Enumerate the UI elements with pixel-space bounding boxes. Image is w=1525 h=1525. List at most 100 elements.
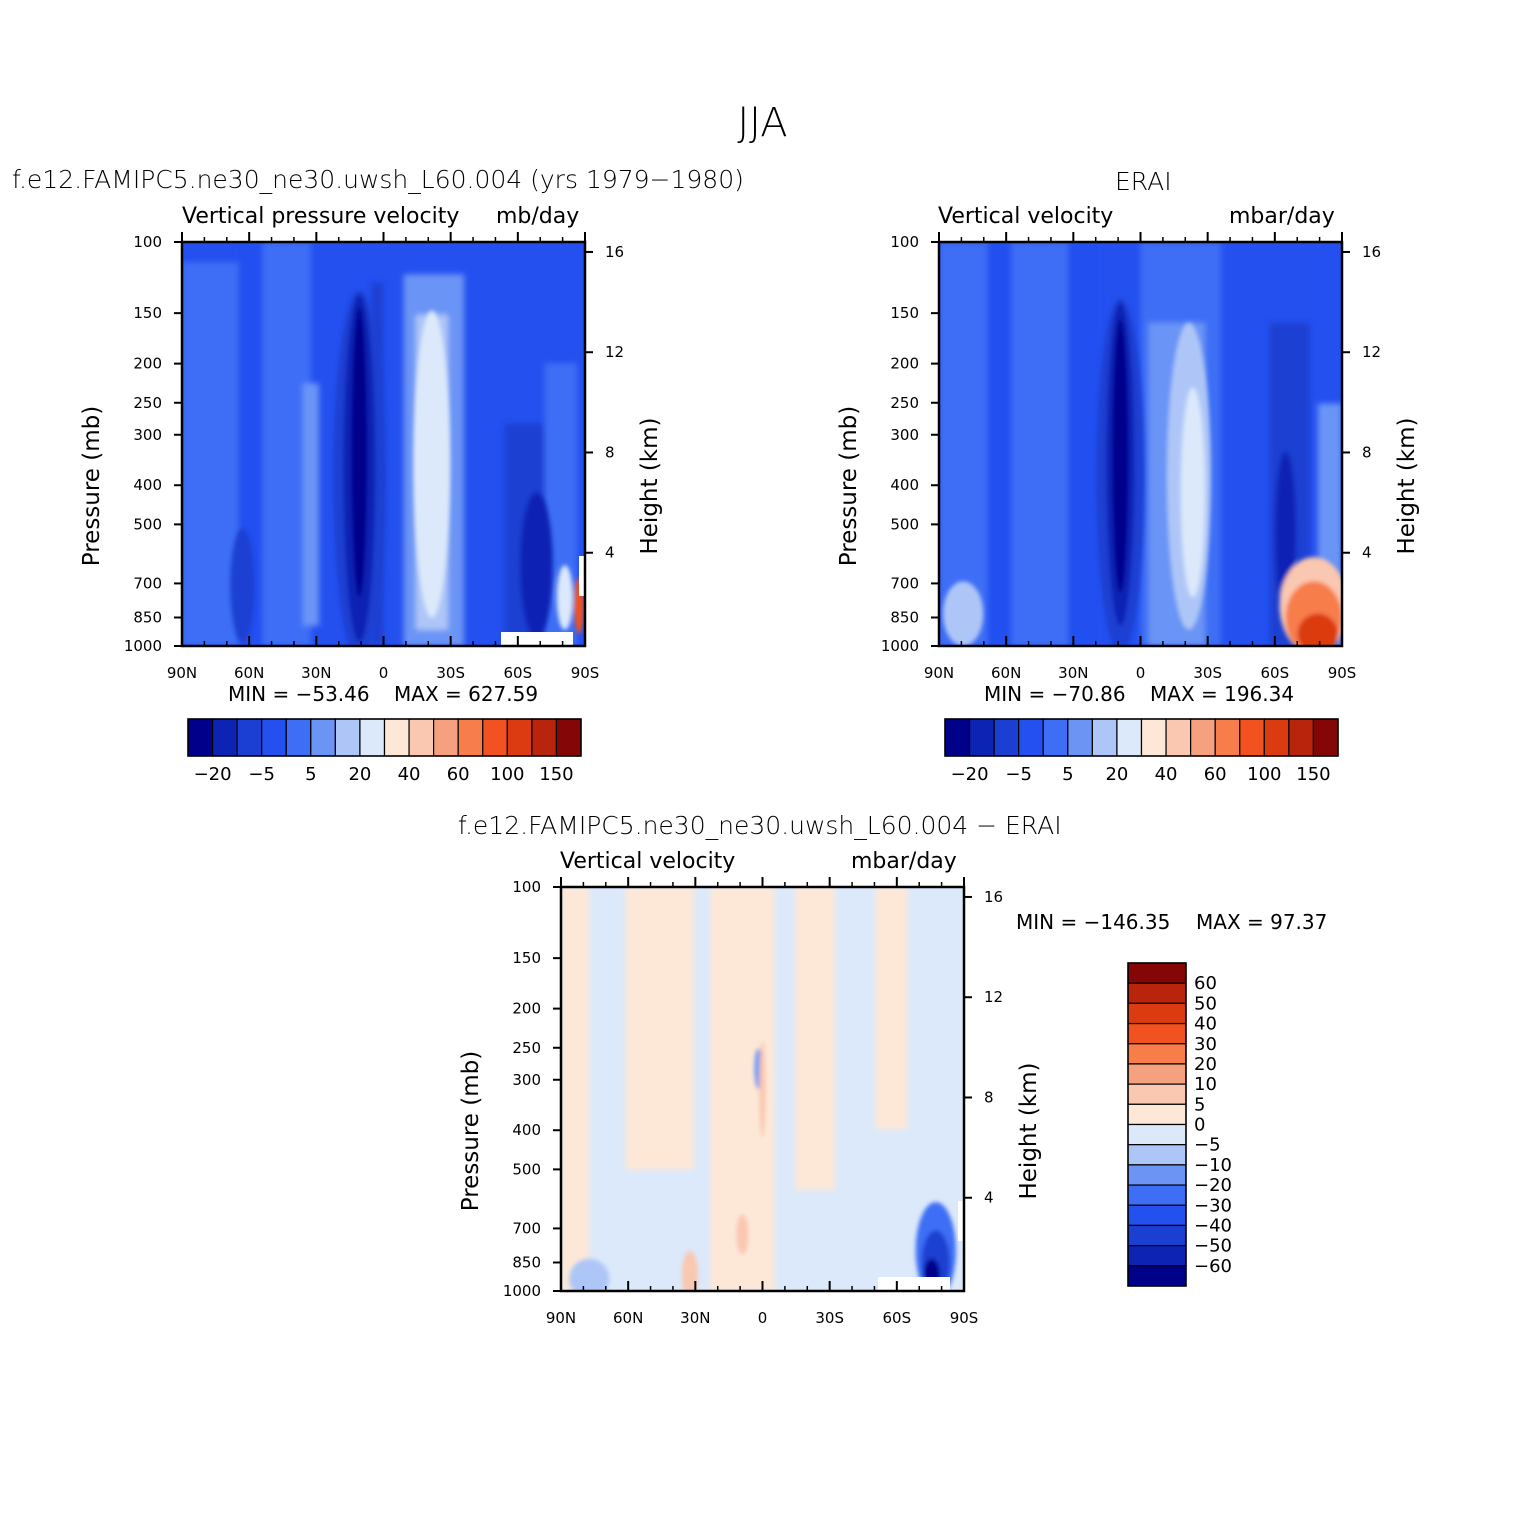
y-tick-label: 250 [512, 1039, 541, 1057]
y-axis-right-title: Height (km) [1394, 417, 1420, 554]
x-tick-label: 30N [301, 664, 331, 682]
panel-obs-units: mbar/day [1229, 204, 1335, 229]
colorbar-swatch [1165, 718, 1192, 757]
axes-diff: 100 150 200 250 300 400 500 700 850 1000 16 12 8 4 90N… [458, 877, 1042, 1327]
colorbar-label: 40 [398, 764, 421, 785]
y-right-tick-label: 16 [605, 243, 624, 261]
colorbar-swatch [1127, 1204, 1187, 1227]
y-tick-label: 200 [890, 355, 919, 373]
colorbar-swatch [1127, 1063, 1187, 1085]
colorbar-label: −5 [1194, 1135, 1221, 1156]
colorbar-label: 40 [1194, 1014, 1217, 1035]
panel-model-min: MIN = −53.46 [228, 682, 370, 706]
contour-band [1011, 242, 1068, 646]
panel-diff-min: MIN = −146.35 [1016, 910, 1171, 934]
y-tick-label: 500 [890, 515, 919, 533]
y-tick-label: 850 [512, 1253, 541, 1271]
x-tick-label: 60N [234, 664, 264, 682]
colorbar-label: −10 [1194, 1155, 1232, 1176]
y-tick-label: 500 [512, 1160, 541, 1178]
colorbar-swatch [334, 718, 361, 757]
x-tick-label: 0 [379, 664, 389, 682]
figure-title: JJA [737, 100, 788, 146]
y-tick-label: 700 [133, 574, 162, 592]
contour-cell [1297, 613, 1338, 646]
colorbar-swatch [1127, 1002, 1187, 1025]
panel-obs-min: MIN = −70.86 [984, 682, 1126, 706]
colorbar-frame [944, 718, 1339, 757]
colorbar-label: −50 [1194, 1236, 1232, 1257]
colorbar-swatch [1127, 1103, 1187, 1126]
colorbar-label: 5 [1062, 764, 1073, 785]
x-tick-label: 60N [613, 1309, 643, 1327]
panel-diff-max: MAX = 97.37 [1196, 910, 1328, 934]
colorbar-swatch [211, 718, 238, 757]
contour-cell [759, 1040, 766, 1138]
x-tick-label: 0 [1136, 664, 1146, 682]
x-tick-label: 60S [1261, 664, 1290, 682]
colorbar-swatch [1239, 718, 1265, 757]
contour-cell [1180, 387, 1205, 598]
colorbar-swatch [1091, 718, 1118, 757]
contour-band [625, 887, 694, 1170]
colorbar-label: 60 [1194, 973, 1217, 994]
colorbar-label: 5 [305, 764, 316, 785]
panel-model-title: f.e12.FAMIPC5.ne30_ne30.uwsh_L60.004 (yr… [12, 165, 744, 194]
contour-cell [1112, 318, 1129, 594]
panel-diff-variable: Vertical velocity [560, 849, 736, 874]
panel-obs-variable: Vertical velocity [938, 204, 1114, 229]
colorbar-obs: −20 −5 5 20 40 60 100 150 [944, 718, 1339, 785]
y-right-tick-label: 16 [1362, 243, 1381, 261]
colorbar-label: 40 [1155, 764, 1178, 785]
contour-cell [943, 581, 984, 646]
x-tick-label: 90N [924, 664, 954, 682]
contour-cell [569, 1258, 610, 1291]
y-tick-label: 700 [512, 1219, 541, 1237]
y-right-tick-label: 16 [984, 888, 1003, 906]
x-tick-label: 60S [883, 1309, 912, 1327]
colorbar-label: −20 [951, 764, 989, 785]
colorbar-label: −5 [1005, 764, 1032, 785]
colorbar-label: 10 [1194, 1074, 1217, 1095]
panel-obs-max: MAX = 196.34 [1150, 682, 1295, 706]
colorbar-swatch [1127, 1083, 1187, 1105]
colorbar-label: 0 [1194, 1115, 1205, 1136]
y-tick-label: 300 [890, 426, 919, 444]
colorbar-swatch [482, 718, 508, 757]
x-tick-label: 60N [991, 664, 1021, 682]
colorbar-label: 20 [1105, 764, 1128, 785]
colorbar-swatch [1127, 1043, 1187, 1065]
field-0 [182, 242, 585, 646]
colorbar-swatch [1127, 1245, 1187, 1267]
colorbar-label: 150 [1296, 764, 1330, 785]
x-tick-label: 30S [815, 1309, 844, 1327]
colorbar-swatch [1127, 1184, 1187, 1206]
x-tick-label: 90N [546, 1309, 576, 1327]
contour-band [875, 887, 908, 1130]
colorbar-swatch [1127, 1164, 1187, 1186]
panel-model-max: MAX = 627.59 [394, 682, 539, 706]
missing-data-diff [878, 1277, 950, 1291]
missing-data-model [501, 632, 573, 646]
y-tick-label: 1000 [503, 1282, 541, 1300]
y-tick-label: 250 [890, 394, 919, 412]
y-tick-label: 200 [512, 1000, 541, 1018]
colorbar-swatch [457, 718, 484, 757]
panel-diff-units: mbar/day [851, 849, 957, 874]
y-tick-label: 100 [512, 878, 541, 896]
colorbar-swatch [531, 718, 558, 757]
y-axis-title: Pressure (mb) [79, 406, 105, 566]
y-axis-right-title: Height (km) [637, 417, 663, 554]
colorbar-label: 5 [1194, 1094, 1205, 1115]
contour-cell [681, 1250, 699, 1291]
panel-model-variable: Vertical pressure velocity [182, 204, 460, 229]
colorbar-frame [1127, 962, 1187, 1287]
y-axis-title: Pressure (mb) [836, 406, 862, 566]
y-right-tick-label: 4 [984, 1189, 994, 1207]
y-axis-title: Pressure (mb) [458, 1051, 484, 1211]
axes-model: 100 150 200 250 300 400 500 700 850 1000 16 12 8 4 90N… [79, 232, 663, 682]
colorbar-frame [187, 718, 582, 757]
colorbar-label: 150 [539, 764, 573, 785]
colorbar-label: 50 [1194, 993, 1217, 1014]
